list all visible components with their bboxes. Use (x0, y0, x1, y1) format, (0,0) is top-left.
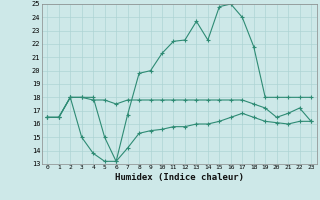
X-axis label: Humidex (Indice chaleur): Humidex (Indice chaleur) (115, 173, 244, 182)
